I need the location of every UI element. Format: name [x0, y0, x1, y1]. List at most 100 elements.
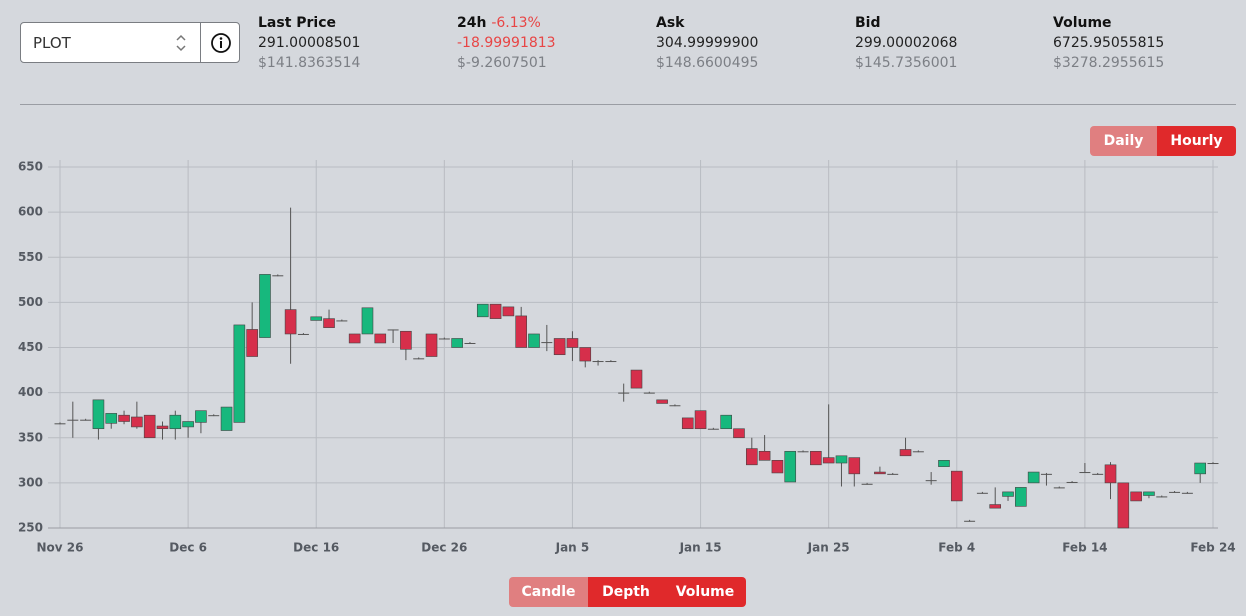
separator	[20, 104, 1236, 105]
depth-button[interactable]: Depth	[588, 577, 664, 607]
stat-column: Bid 299.00002068 $145.7356001	[855, 13, 957, 73]
candle-body	[733, 428, 745, 439]
candle-body	[681, 417, 694, 430]
stat-column: Last Price 291.00008501 $141.8363514	[258, 13, 360, 73]
candle-body	[284, 309, 297, 335]
candle-body	[822, 457, 835, 464]
y-tick-label: 600	[18, 205, 43, 219]
candle-body	[1015, 487, 1027, 507]
change-percent: -6.13%	[491, 15, 541, 31]
candle-button[interactable]: Candle	[509, 577, 588, 607]
stat-label-text: 24h	[457, 15, 487, 31]
candle-body	[131, 416, 143, 428]
x-tick-label: Jan 15	[679, 541, 722, 555]
candle-body	[195, 410, 207, 423]
x-tick-label: Jan 5	[555, 541, 590, 555]
candle-body	[694, 410, 707, 430]
candle-body	[1027, 471, 1040, 484]
candle-body	[233, 324, 246, 423]
stat-label-text: Volume	[1053, 15, 1112, 31]
y-tick-label: 300	[18, 475, 43, 489]
candle-body	[464, 342, 476, 344]
candle-body	[259, 274, 271, 338]
candle-body	[887, 473, 899, 475]
candle-body	[438, 338, 450, 340]
candle-body	[758, 450, 771, 461]
candle-body	[310, 316, 323, 321]
stat-value: 299.00002068	[855, 35, 958, 51]
candle-body	[323, 318, 335, 328]
candle-body	[400, 330, 412, 350]
candle-body	[1079, 472, 1091, 474]
stat-column: Volume 6725.95055815 $3278.2955615	[1053, 13, 1164, 73]
stat-usd: $148.6600495	[656, 55, 759, 71]
candle-body	[374, 333, 387, 344]
volume-button[interactable]: Volume	[664, 577, 746, 607]
candle-body	[964, 520, 976, 522]
candle-body	[1169, 491, 1181, 493]
stat-label: 24h -6.13%	[457, 13, 556, 33]
x-tick-label: Feb 24	[1190, 541, 1235, 555]
candle-body	[1156, 496, 1168, 498]
candle-body	[579, 347, 592, 362]
y-tick-label: 650	[18, 160, 43, 174]
daily-button[interactable]: Daily	[1090, 126, 1157, 156]
candle-body	[156, 425, 169, 430]
candle-body	[502, 306, 515, 317]
candle-body	[1143, 491, 1155, 496]
candle-body	[451, 338, 463, 348]
candle-body	[950, 470, 963, 502]
candle-body	[835, 455, 848, 464]
candle-body	[566, 338, 579, 348]
candle-body	[874, 471, 886, 475]
candle-body	[925, 480, 937, 482]
candle-body	[515, 315, 528, 348]
hourly-button[interactable]: Hourly	[1157, 126, 1236, 156]
candle-body	[387, 329, 399, 331]
candle-body	[1092, 473, 1104, 475]
info-button[interactable]	[200, 23, 241, 62]
candle-body	[476, 303, 489, 318]
x-tick-label: Dec 16	[293, 541, 339, 555]
stat-label: Last Price	[258, 13, 360, 33]
candle-body	[528, 333, 540, 348]
candle-body	[297, 333, 309, 335]
candle-body	[1040, 473, 1052, 475]
candle-body	[784, 450, 797, 483]
candle-body	[105, 413, 118, 424]
select-arrows	[176, 34, 186, 52]
candle-body	[1104, 464, 1117, 484]
x-tick-label: Dec 6	[169, 541, 207, 555]
x-tick-label: Jan 25	[807, 541, 850, 555]
stat-value: 6725.95055815	[1053, 35, 1165, 51]
y-tick-label: 350	[18, 430, 43, 444]
candle-body	[861, 483, 873, 485]
candle-body	[745, 448, 758, 466]
stat-usd: $-9.2607501	[457, 55, 547, 71]
chart: 250 300 350 400 450 500 550 600 650 Nov 26 Dec 6 De…	[18, 160, 1236, 555]
candle-body	[1181, 492, 1193, 494]
x-tick-label: Feb 4	[938, 541, 975, 555]
y-tick-label: 250	[18, 521, 43, 535]
candle-body	[618, 392, 630, 394]
stat-label: Ask	[656, 13, 758, 33]
pair-selector[interactable]: PLOT	[20, 22, 240, 63]
stat-label: Bid	[855, 13, 957, 33]
candle-body	[1194, 462, 1206, 475]
candle-body	[182, 421, 194, 428]
candle-body	[54, 423, 66, 425]
candle-body	[771, 460, 784, 474]
candle-body	[605, 361, 617, 363]
candle-body	[336, 320, 348, 322]
candle-body	[272, 275, 284, 277]
pair-name: PLOT	[33, 34, 71, 52]
candle-body	[592, 361, 604, 363]
stat-usd: $141.8363514	[258, 55, 361, 71]
candle-body	[912, 451, 924, 453]
candle-body	[246, 329, 258, 357]
candle-body	[80, 419, 92, 421]
candle-body	[169, 414, 182, 430]
x-tick-label: Nov 26	[37, 541, 84, 555]
y-tick-label: 500	[18, 295, 43, 309]
